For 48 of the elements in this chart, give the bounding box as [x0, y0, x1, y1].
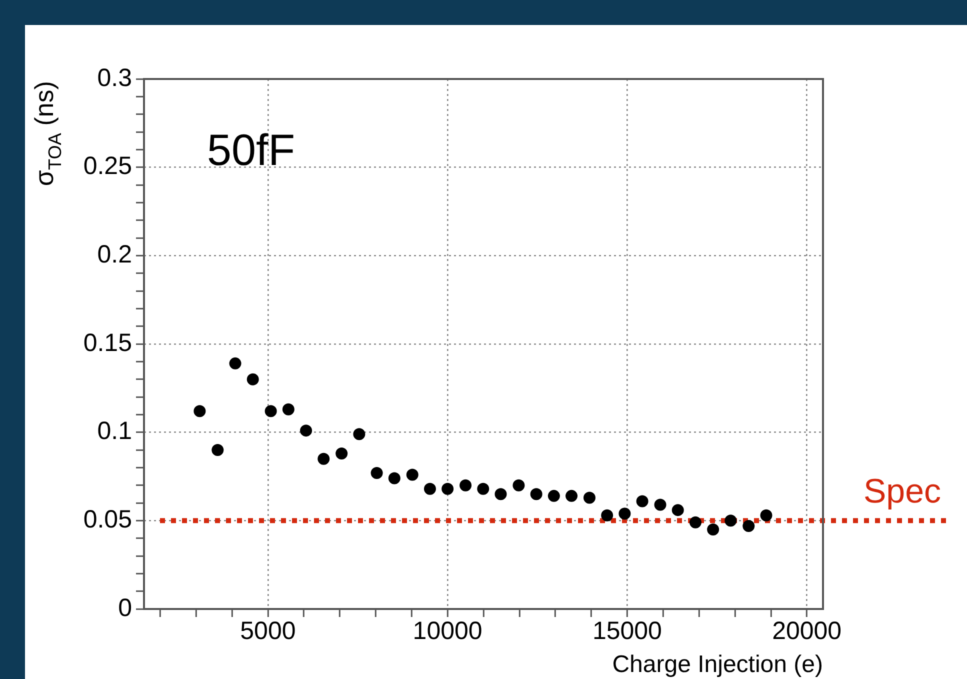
- x-tick-label: 10000: [412, 616, 482, 645]
- point: [707, 524, 720, 536]
- point: [689, 516, 702, 528]
- point: [212, 444, 224, 456]
- y-tick-label: 0.1: [97, 417, 132, 446]
- y-tick-label: 0.3: [97, 64, 132, 92]
- point: [353, 428, 366, 440]
- point: [583, 492, 596, 504]
- point: [601, 509, 614, 522]
- y-tick-label: 0.2: [97, 240, 132, 269]
- y-tick-label: 0.05: [83, 506, 132, 534]
- point: [530, 488, 542, 500]
- point: [424, 482, 436, 495]
- point: [282, 403, 294, 416]
- point: [724, 514, 737, 527]
- point: [370, 466, 383, 479]
- point: [442, 482, 454, 495]
- y-tick-label: 0.15: [83, 328, 132, 357]
- point: [760, 509, 772, 522]
- point: [318, 452, 330, 465]
- point: [460, 479, 472, 492]
- point: [742, 520, 755, 532]
- point: [636, 495, 648, 508]
- x-tick-label: 15000: [592, 616, 662, 645]
- point: [618, 508, 631, 520]
- point: [264, 405, 277, 418]
- point: [336, 448, 348, 460]
- x-tick-label: 5000: [240, 616, 296, 645]
- point: [229, 357, 242, 370]
- ref-line-label: Spec: [864, 472, 941, 511]
- point: [388, 472, 400, 484]
- point: [512, 479, 525, 492]
- point: [194, 405, 206, 418]
- point: [548, 490, 560, 502]
- y-axis-title: σTOA (ns): [29, 81, 65, 186]
- point: [300, 424, 312, 437]
- x-tick-label: 20000: [772, 616, 842, 645]
- point: [654, 498, 666, 511]
- x-axis-title: Charge Injection (e): [612, 651, 823, 678]
- point: [246, 373, 259, 386]
- point: [406, 468, 418, 481]
- y-tick-label: 0: [118, 594, 132, 622]
- point: [477, 482, 490, 495]
- annotation: 50fF: [207, 126, 296, 175]
- point: [566, 490, 578, 502]
- y-tick-label: 0.25: [83, 152, 132, 180]
- point: [494, 488, 507, 500]
- point: [672, 504, 684, 516]
